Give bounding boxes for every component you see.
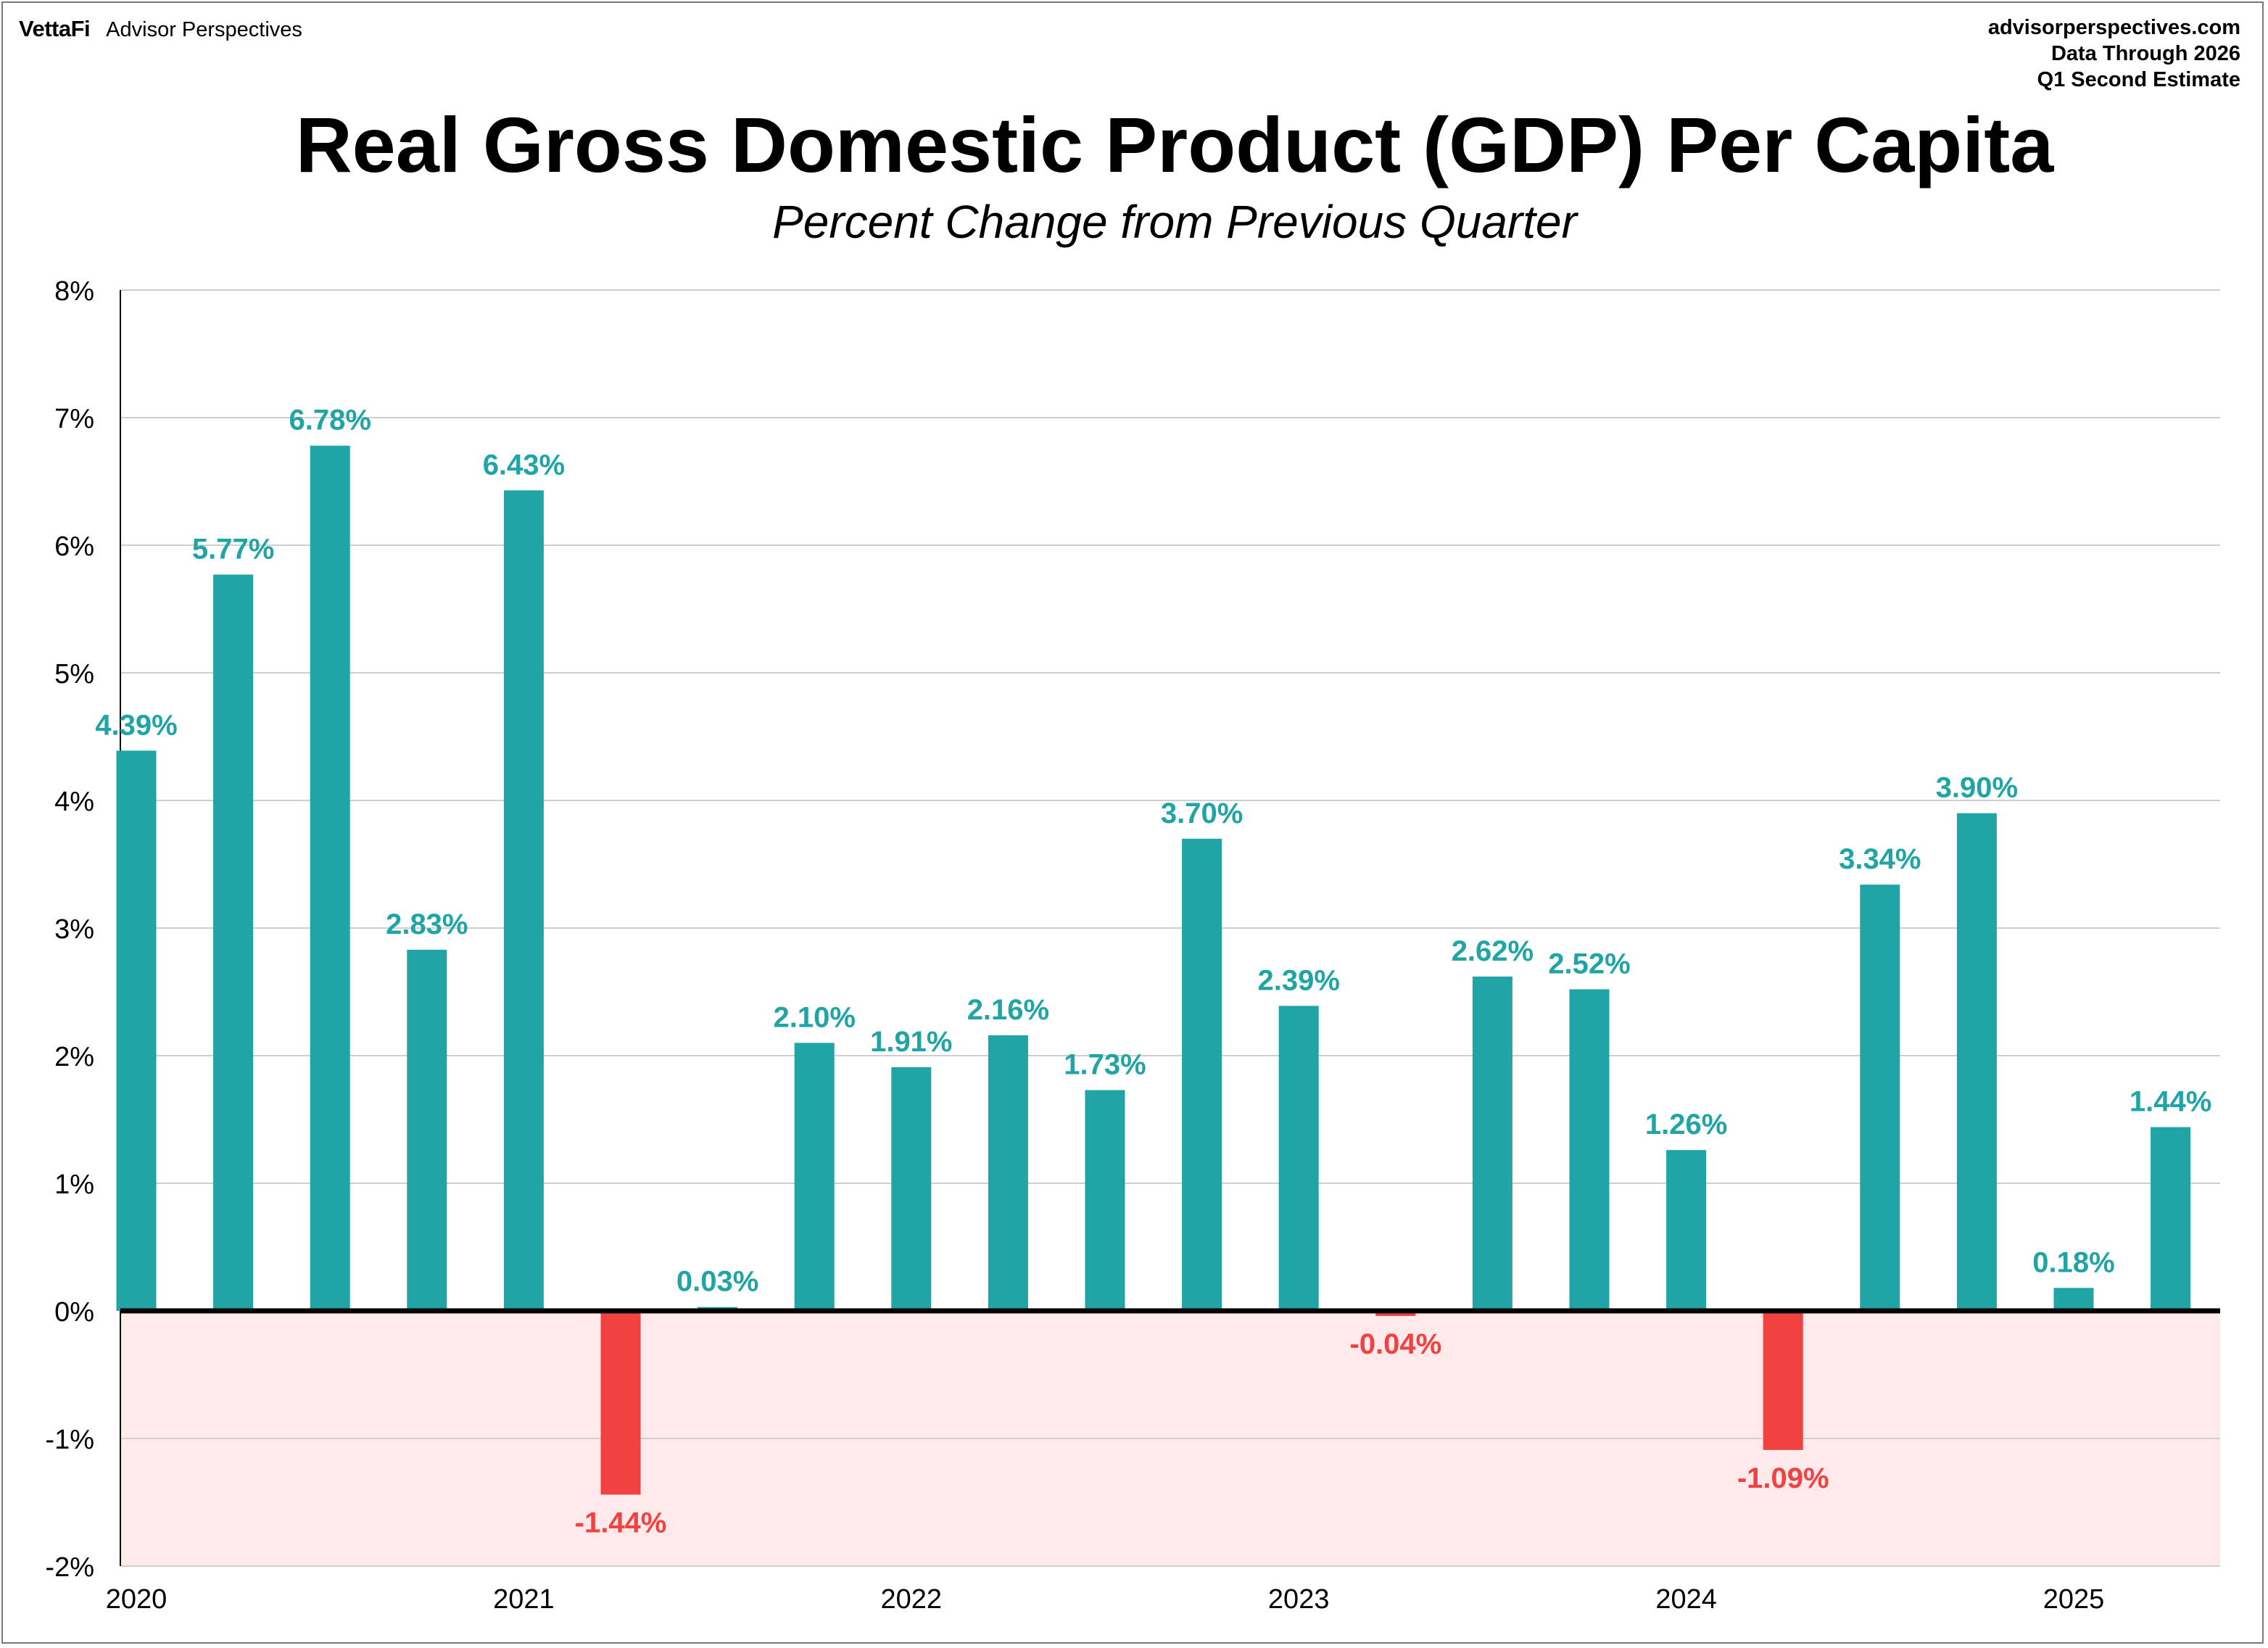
data-label: 5.77% — [192, 533, 274, 565]
y-tick-label: -1% — [45, 1425, 94, 1455]
x-tick-label: 2022 — [881, 1584, 943, 1615]
x-tick-label: 2021 — [493, 1584, 555, 1615]
bar — [407, 949, 447, 1311]
bar — [794, 1043, 835, 1311]
x-tick-label: 2025 — [2043, 1584, 2105, 1615]
data-label: 2.62% — [1452, 935, 1534, 967]
data-label: 3.70% — [1161, 798, 1243, 829]
bar — [1956, 813, 1997, 1311]
bar — [1085, 1090, 1125, 1311]
data-label: 6.78% — [289, 405, 371, 436]
x-tick-label: 2024 — [1655, 1584, 1717, 1615]
estimate-note: Q1 Second Estimate — [2037, 68, 2240, 91]
source-url: advisorperspectives.com — [1987, 16, 2240, 39]
chart-title: Real Gross Domestic Product (GDP) Per Ca… — [295, 101, 2054, 189]
bar — [1375, 1311, 1416, 1317]
data-label: 3.34% — [1839, 843, 1921, 875]
y-tick-label: 1% — [54, 1169, 94, 1200]
vettafi-logo: VettaFi — [19, 16, 91, 41]
bar — [2151, 1127, 2191, 1311]
bar — [1763, 1311, 1803, 1450]
bar — [1278, 1006, 1319, 1311]
data-label: 1.73% — [1064, 1049, 1146, 1081]
y-tick-label: 8% — [54, 276, 94, 307]
source-block: advisorperspectives.com Data Through 202… — [1988, 15, 2240, 93]
bar — [1569, 989, 1610, 1311]
data-label: 2.16% — [967, 994, 1049, 1026]
bar — [116, 750, 157, 1311]
data-label: -1.44% — [575, 1507, 667, 1539]
data-label: 1.91% — [870, 1026, 952, 1058]
bar — [310, 445, 350, 1311]
y-tick-label: 4% — [54, 787, 94, 817]
data-label: 2.83% — [386, 908, 468, 940]
bar — [891, 1067, 932, 1311]
bar — [1666, 1150, 1707, 1311]
y-tick-label: 6% — [54, 531, 94, 562]
brand-name: Advisor Perspectives — [106, 18, 302, 41]
y-tick-label: -2% — [45, 1552, 94, 1583]
data-label: 4.39% — [95, 709, 177, 741]
data-label: 2.52% — [1548, 948, 1630, 980]
chart-subtitle: Percent Change from Previous Quarter — [772, 196, 1577, 248]
x-tick-label: 2023 — [1268, 1584, 1330, 1615]
data-label: 1.44% — [2130, 1086, 2211, 1118]
y-tick-label: 2% — [54, 1042, 94, 1072]
data-label: 0.03% — [676, 1266, 758, 1298]
data-through: Data Through 2026 — [2050, 42, 2240, 65]
bar — [1860, 885, 1900, 1311]
data-label: 1.26% — [1645, 1109, 1727, 1140]
brand: VettaFi Advisor Perspectives — [19, 16, 302, 42]
bar — [503, 490, 544, 1311]
y-tick-label: 0% — [54, 1297, 94, 1328]
data-label: 0.18% — [2032, 1246, 2114, 1278]
bar — [213, 574, 254, 1311]
data-label: 3.90% — [1936, 772, 2018, 804]
y-tick-label: 5% — [54, 659, 94, 690]
y-tick-label: 7% — [54, 404, 94, 434]
bar — [1182, 838, 1222, 1311]
bar — [1472, 976, 1512, 1311]
x-tick-label: 2020 — [106, 1584, 167, 1615]
data-label: -0.04% — [1349, 1328, 1441, 1360]
y-tick-label: 3% — [54, 914, 94, 945]
data-label: 6.43% — [483, 449, 565, 481]
bar — [988, 1035, 1028, 1311]
data-label: 2.39% — [1257, 964, 1339, 996]
data-label: 2.10% — [773, 1001, 855, 1033]
bar — [600, 1311, 641, 1495]
data-label: -1.09% — [1737, 1462, 1829, 1494]
bar — [2053, 1288, 2094, 1311]
